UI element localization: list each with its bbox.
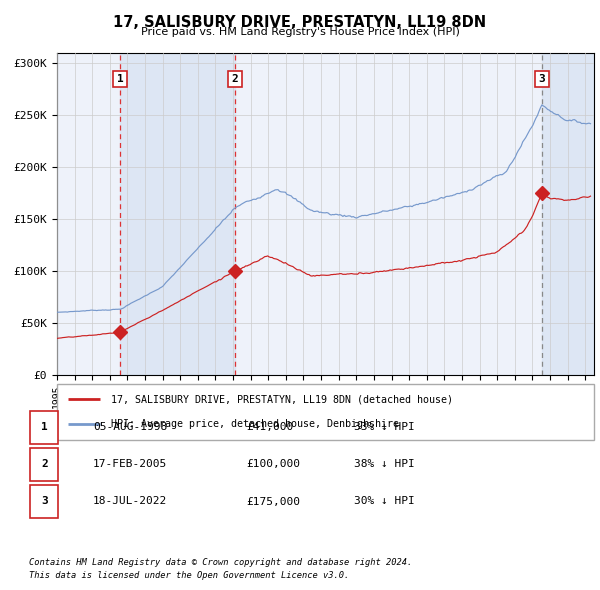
FancyBboxPatch shape	[57, 384, 594, 440]
Text: 30% ↓ HPI: 30% ↓ HPI	[354, 497, 415, 506]
Text: 1: 1	[117, 74, 124, 84]
Text: 05-AUG-1998: 05-AUG-1998	[93, 422, 167, 432]
Text: 3: 3	[539, 74, 545, 84]
Text: HPI: Average price, detached house, Denbighshire: HPI: Average price, detached house, Denb…	[111, 419, 398, 429]
Text: £100,000: £100,000	[246, 460, 300, 469]
Text: 3: 3	[41, 497, 48, 506]
Bar	[542, 53, 599, 375]
Text: 17, SALISBURY DRIVE, PRESTATYN, LL19 8DN: 17, SALISBURY DRIVE, PRESTATYN, LL19 8DN	[113, 15, 487, 30]
Bar	[120, 53, 235, 375]
Text: 17-FEB-2005: 17-FEB-2005	[93, 460, 167, 469]
Text: 33% ↓ HPI: 33% ↓ HPI	[354, 422, 415, 432]
FancyBboxPatch shape	[31, 411, 58, 444]
Text: 2: 2	[41, 460, 48, 469]
Text: Price paid vs. HM Land Registry's House Price Index (HPI): Price paid vs. HM Land Registry's House …	[140, 27, 460, 37]
Text: £175,000: £175,000	[246, 497, 300, 506]
Text: £41,000: £41,000	[246, 422, 293, 432]
Text: This data is licensed under the Open Government Licence v3.0.: This data is licensed under the Open Gov…	[29, 571, 349, 580]
Text: 2: 2	[232, 74, 239, 84]
FancyBboxPatch shape	[31, 448, 58, 481]
FancyBboxPatch shape	[31, 485, 58, 518]
Text: 38% ↓ HPI: 38% ↓ HPI	[354, 460, 415, 469]
Text: 18-JUL-2022: 18-JUL-2022	[93, 497, 167, 506]
Text: 17, SALISBURY DRIVE, PRESTATYN, LL19 8DN (detached house): 17, SALISBURY DRIVE, PRESTATYN, LL19 8DN…	[111, 394, 453, 404]
Text: 1: 1	[41, 422, 48, 432]
Text: Contains HM Land Registry data © Crown copyright and database right 2024.: Contains HM Land Registry data © Crown c…	[29, 558, 412, 566]
